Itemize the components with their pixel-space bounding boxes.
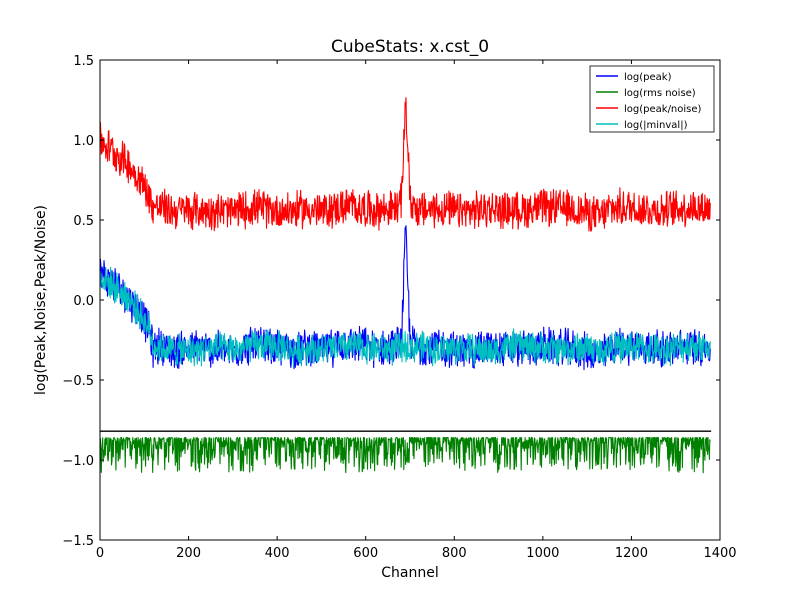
chart-title: CubeStats: x.cst_0 (331, 37, 489, 57)
x-tick-label: 1400 (703, 546, 736, 561)
series-line-log-minval (99, 266, 711, 368)
legend-entry: log(rms noise) (624, 88, 696, 99)
y-tick-label: −1.5 (62, 534, 94, 549)
legend: log(peak) log(rms noise) log(peak/noise) lo… (589, 65, 715, 133)
legend-entry: log(peak/noise) (624, 104, 702, 115)
series-line-log-peak-noise (99, 97, 711, 232)
legend-entry: log(peak) (624, 72, 672, 83)
x-tick-label: 600 (353, 546, 378, 561)
plot-area: 0 200 400 600 800 1000 1200 1400 −1.5 −1.0 −0.5 0.0… (62, 54, 736, 561)
y-tick-label: 1.5 (73, 54, 94, 69)
series-line-log-rms-noise (99, 437, 711, 474)
x-tick-label: 0 (96, 546, 104, 561)
y-tick-label: −1.0 (62, 454, 94, 469)
x-axis-label: Channel (381, 565, 438, 581)
y-axis-label: log(Peak,Noise,Peak/Noise) (33, 205, 49, 395)
x-tick-label: 400 (265, 546, 290, 561)
x-tick-label: 1200 (615, 546, 648, 561)
x-tick-label: 200 (176, 546, 201, 561)
series-group (99, 97, 711, 474)
y-tick-label: −0.5 (62, 374, 94, 389)
x-tick-label: 1000 (526, 546, 559, 561)
ticks-group: 0 200 400 600 800 1000 1200 1400 −1.5 −1.0 −0.5 0.0… (62, 54, 736, 561)
y-tick-label: 0.5 (73, 214, 94, 229)
y-tick-label: 1.0 (73, 134, 94, 149)
legend-entry: log(|minval|) (624, 120, 688, 131)
x-tick-label: 800 (442, 546, 467, 561)
y-tick-label: 0.0 (73, 294, 94, 309)
legend-box (589, 65, 715, 133)
